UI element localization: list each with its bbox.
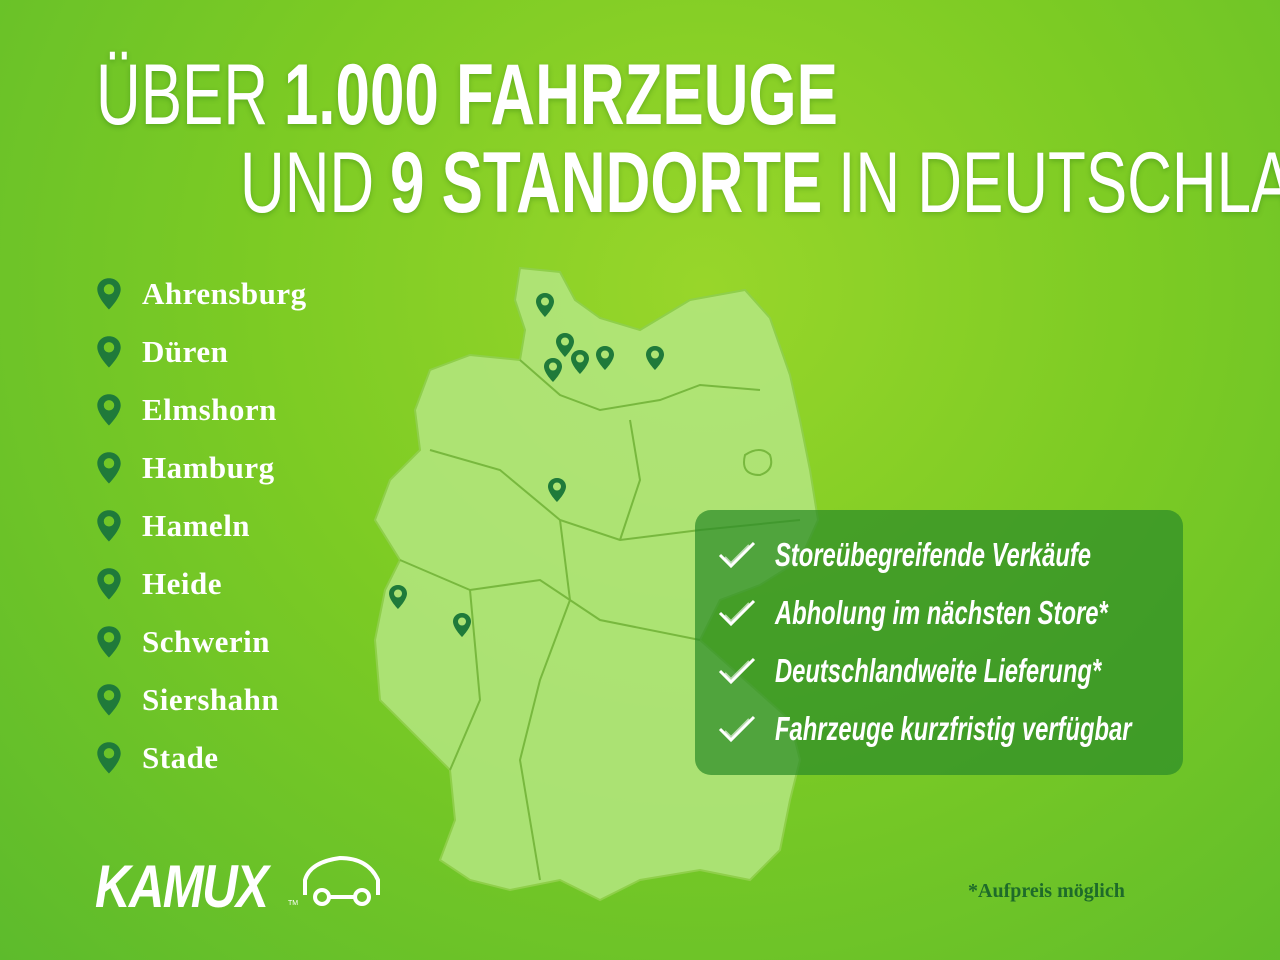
pin-icon [97, 510, 121, 542]
pin-icon [97, 684, 121, 716]
check-icon [718, 715, 756, 743]
feature-text: Storeübegreifende Verkäufe [775, 536, 1092, 573]
location-item: Schwerin [96, 622, 270, 662]
check [718, 657, 756, 685]
pin-icon [97, 626, 121, 658]
pin-shape [97, 278, 121, 310]
headline-part: 1.000 FAHRZEUGE [283, 47, 838, 143]
check-shadow [724, 718, 750, 739]
pin-shape [97, 684, 121, 716]
pin-icon [97, 568, 121, 600]
location-item: Elmshorn [96, 390, 277, 430]
location-name: Hamburg [142, 450, 275, 485]
headline-part: 9 STANDORTE [389, 135, 823, 231]
feature-text: Abholung im nächsten Store* [775, 594, 1108, 631]
location-name: Elmshorn [142, 392, 277, 427]
check-icon [718, 541, 756, 569]
check [718, 541, 756, 569]
check-icon [718, 657, 756, 685]
feature-box: Storeübegreifende Verkäufe Abholung im nä… [695, 510, 1183, 775]
pin-icon [97, 394, 121, 426]
check [718, 715, 756, 743]
location-name: Heide [142, 566, 222, 601]
check-shadow [724, 602, 750, 623]
pin-shape [97, 742, 121, 774]
map-pin [548, 478, 566, 502]
headline-part: ÜBER [96, 47, 269, 143]
location-name: Schwerin [142, 624, 270, 659]
location-item: Siershahn [96, 680, 279, 720]
feature-item: Abholung im nächsten Store* [717, 594, 1237, 632]
berlin [743, 449, 773, 477]
check-shadow [724, 544, 750, 565]
feature-text: Fahrzeuge kurzfristig verfügbar [775, 710, 1132, 747]
check-icon [718, 599, 756, 627]
pin-icon [97, 278, 121, 310]
location-item: Stade [96, 738, 219, 778]
map-pins [389, 293, 664, 637]
location-item: Hameln [96, 506, 250, 546]
check [718, 599, 756, 627]
pin-shape [97, 452, 121, 484]
location-item: Hamburg [96, 448, 275, 488]
pin-icon [97, 452, 121, 484]
pin-icon [97, 742, 121, 774]
logo: KAMUX [95, 853, 269, 920]
pin-shape [97, 394, 121, 426]
location-name: Düren [142, 334, 229, 369]
check-shadow [724, 660, 750, 681]
pin-shape [97, 626, 121, 658]
pin-shape [97, 336, 121, 368]
feature-item: Storeübegreifende Verkäufe [717, 536, 1214, 574]
headline-line: ÜBER 1.000 FAHRZEUGE [96, 52, 854, 138]
feature-text: Deutschlandweite Lieferung* [775, 652, 1102, 689]
map-pin [536, 293, 554, 317]
logo-car [303, 855, 380, 906]
map-pin [596, 346, 614, 370]
location-name: Hameln [142, 508, 251, 543]
map-pin [556, 333, 574, 357]
location-name: Siershahn [142, 682, 280, 717]
location-item: Düren [96, 332, 228, 372]
location-item: Heide [96, 564, 222, 604]
headline-part: IN DEUTSCHLAND [838, 135, 1280, 231]
location-name: Stade [142, 740, 219, 775]
feature-item: Fahrzeuge kurzfristig verfügbar [717, 710, 1270, 748]
pin-shape [97, 510, 121, 542]
map-pin [544, 358, 562, 382]
map-pin [453, 613, 471, 637]
location-item: Ahrensburg [96, 274, 307, 314]
pin-shape [97, 568, 121, 600]
footnote: *Aufpreis möglich [968, 880, 1125, 902]
feature-item: Deutschlandweite Lieferung* [717, 652, 1228, 690]
map-pin [389, 585, 407, 609]
headline-part: UND [240, 135, 375, 231]
map-pin [646, 346, 664, 370]
logo-tm: TM [288, 900, 299, 907]
map-pin [571, 350, 589, 374]
location-name: Ahrensburg [142, 276, 307, 311]
pin-icon [97, 336, 121, 368]
